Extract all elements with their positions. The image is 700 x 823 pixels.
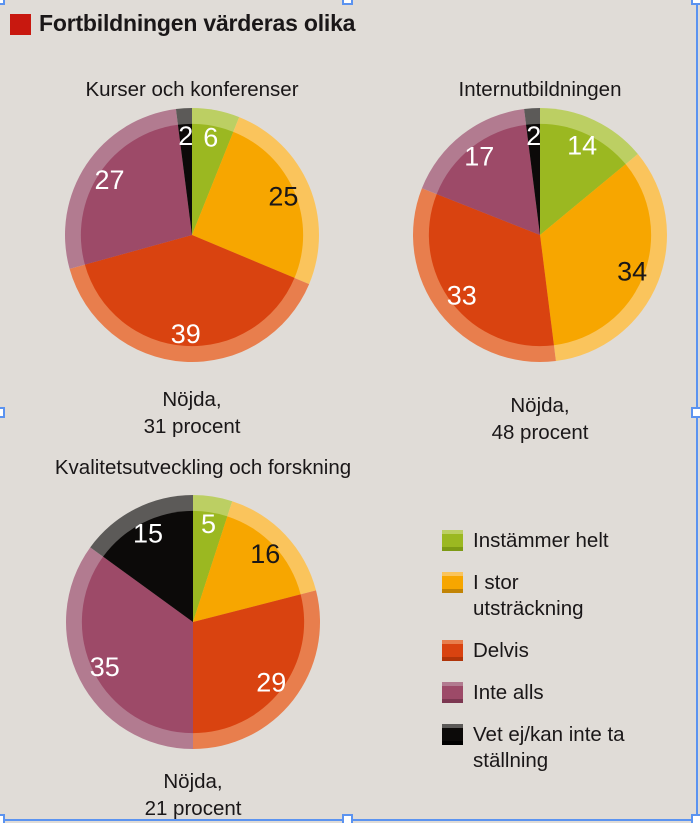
pie-caption-kurser-och-konferenser: Nöjda, 31 procent xyxy=(144,386,241,440)
selection-handle-middle-right[interactable] xyxy=(691,407,700,418)
slice-1 xyxy=(540,164,652,346)
pie-title-kvalitetsutveckling: Kvalitetsutveckling och forskning xyxy=(54,456,352,479)
selection-handle-bottom-left[interactable] xyxy=(0,814,5,823)
legend-item-i-stor-utstrackning: I stor utsträckning xyxy=(442,570,631,622)
selection-handle-bottom-center[interactable] xyxy=(342,814,353,823)
slice-value-label: 17 xyxy=(464,142,494,172)
slice-3 xyxy=(436,124,540,235)
caption-line: Nöjda, xyxy=(162,388,222,411)
legend-item-vet-ej: Vet ej/kan inte ta ställning xyxy=(442,722,631,774)
slice-value-label: 35 xyxy=(90,652,120,682)
slice-value-label: 5 xyxy=(201,509,216,539)
slice-4 xyxy=(526,123,540,235)
slice-value-label: 2 xyxy=(178,121,193,151)
slice-value-label: 6 xyxy=(203,123,218,153)
pie-title-internutbildningen: Internutbildningen xyxy=(458,78,622,101)
slice-3 xyxy=(81,556,193,734)
pie-chart-kvalitetsutveckling: 5 16 29 35 15 xyxy=(65,495,320,749)
caption-line: 31 procent xyxy=(143,415,241,438)
slice-4 xyxy=(177,123,192,235)
selection-handle-top-center[interactable] xyxy=(342,0,353,5)
legend-swatch-yellow xyxy=(442,572,463,593)
legend-swatch-purple xyxy=(442,682,463,703)
slice-2 xyxy=(84,235,295,347)
slice-0 xyxy=(540,123,626,235)
slice-0 xyxy=(193,510,228,622)
selection-handle-top-right[interactable] xyxy=(691,0,700,5)
pie-title-kurser-och-konferenser: Kurser och konferenser xyxy=(85,78,299,101)
legend-swatch-black xyxy=(442,724,463,745)
legend-swatch-red xyxy=(442,640,463,661)
slice-1 xyxy=(193,516,301,622)
caption-line: Nöjda, xyxy=(510,394,570,417)
selection-handle-middle-left[interactable] xyxy=(0,407,5,418)
legend-item-inte-alls: Inte alls xyxy=(442,680,631,706)
legend-label: Instämmer helt xyxy=(473,529,609,552)
slice-value-label: 34 xyxy=(617,256,647,286)
slice-value-label: 14 xyxy=(567,130,597,160)
pie-chart-kurser-och-konferenser: 6 25 39 27 2 xyxy=(64,108,319,362)
legend-label: I stor utsträckning xyxy=(473,571,584,620)
page-title: Fortbildningen värderas olika xyxy=(39,10,356,36)
slice-value-label: 27 xyxy=(95,165,125,195)
title-row: Fortbildningen värderas olika xyxy=(10,10,355,37)
slice-value-label: 39 xyxy=(171,319,201,349)
pie-chart-internutbildningen: 14 34 33 17 2 xyxy=(412,108,667,362)
slice-2 xyxy=(428,194,554,347)
caption-line: Nöjda, xyxy=(163,770,223,793)
caption-line: 48 procent xyxy=(491,421,589,444)
slice-0 xyxy=(192,123,234,235)
legend-label: Delvis xyxy=(473,639,529,662)
legend-swatch-green xyxy=(442,530,463,551)
pie-caption-internutbildningen: Nöjda, 48 procent xyxy=(492,392,589,446)
legend-label: Vet ej/kan inte ta ställning xyxy=(473,723,625,772)
slice-value-label: 15 xyxy=(133,519,163,549)
title-bullet xyxy=(10,14,31,35)
slice-value-label: 25 xyxy=(268,182,298,212)
slice-4 xyxy=(103,510,193,622)
slice-2 xyxy=(193,594,305,734)
caption-line: 21 procent xyxy=(144,797,242,820)
legend-item-delvis: Delvis xyxy=(442,638,631,664)
slice-3 xyxy=(80,124,192,265)
selection-handle-top-left[interactable] xyxy=(0,0,5,5)
legend-item-instammer-helt: Instämmer helt xyxy=(442,528,631,554)
slice-value-label: 2 xyxy=(526,121,541,151)
slice-1 xyxy=(192,131,304,278)
selection-handle-bottom-right[interactable] xyxy=(691,814,700,823)
slice-value-label: 33 xyxy=(447,281,477,311)
slice-value-label: 16 xyxy=(250,539,280,569)
legend: Instämmer helt I stor utsträckning Delvi… xyxy=(442,528,631,774)
legend-label: Inte alls xyxy=(473,681,544,704)
pie-caption-kvalitetsutveckling: Nöjda, 21 procent xyxy=(145,768,242,822)
slice-value-label: 29 xyxy=(256,668,286,698)
